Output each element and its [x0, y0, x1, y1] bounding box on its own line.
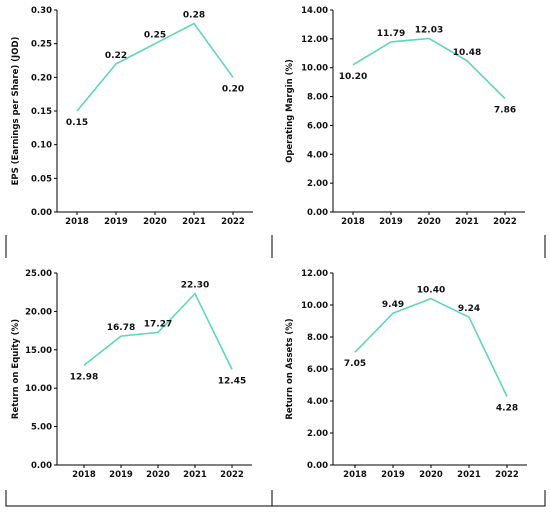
y-tick-label: 0.10: [31, 141, 52, 151]
y-tick-label: 20.00: [25, 307, 52, 317]
data-label: 17.27: [144, 319, 172, 329]
y-tick-label: 10.00: [301, 301, 328, 311]
y-tick-label: 0.25: [31, 40, 52, 50]
chart-2: 0.00 2.00 4.00 6.00 8.00 10.00 12.00 14.00 2018 2…: [285, 6, 525, 227]
y-tick-label: 15.00: [25, 346, 52, 356]
panel-frame-bottom-left: [5, 490, 273, 507]
data-label: 10.20: [339, 72, 367, 82]
y-axis-title: Return on Equity (%): [11, 319, 21, 419]
y-tick-label: 12.00: [301, 35, 328, 45]
data-label: 0.28: [183, 10, 205, 20]
data-label: 12.45: [218, 376, 246, 386]
data-label: 10.48: [453, 48, 481, 58]
series-line: [83, 292, 233, 370]
x-tick-label: 2020: [143, 217, 167, 227]
data-label: 16.78: [107, 323, 135, 333]
data-label: 7.86: [494, 106, 516, 116]
x-tick-label: 2019: [381, 470, 405, 480]
y-tick-label: 5.00: [31, 423, 52, 433]
y-tick-label: 6.00: [307, 121, 328, 131]
y-tick-label: 0.20: [31, 73, 52, 83]
x-tick-label: 2022: [495, 470, 519, 480]
data-label: 7.05: [344, 359, 366, 369]
chart-1: 0.00 0.05 0.10 0.15 0.20 0.25 0.30 2018 2019 2020…: [11, 6, 253, 227]
y-tick-label: 14.00: [301, 6, 328, 16]
data-label: 12.03: [415, 25, 443, 35]
x-tick-label: 2021: [182, 217, 206, 227]
series-line: [76, 22, 234, 112]
chart-3: 0.00 5.00 10.00 15.00 20.00 25.00 2018 2019 2020…: [11, 269, 252, 480]
x-tick-label: 2021: [457, 470, 481, 480]
chart-4: 0.00 2.00 4.00 6.00 8.00 10.00 12.00 2018 2019 20…: [285, 269, 527, 480]
y-tick-label: 12.00: [301, 269, 328, 279]
data-label: 11.79: [377, 29, 405, 39]
panel-borders: [5, 235, 546, 507]
x-tick-label: 2018: [341, 217, 365, 227]
x-tick-label: 2018: [72, 470, 96, 480]
y-tick-label: 10.00: [301, 64, 328, 74]
x-tick-label: 2020: [417, 217, 441, 227]
x-tick-label: 2022: [221, 217, 245, 227]
data-label: 0.15: [66, 118, 88, 128]
y-tick-label: 0.30: [31, 6, 52, 16]
data-label: 9.49: [382, 300, 404, 310]
data-label: 12.98: [70, 372, 98, 382]
y-tick-label: 0.00: [31, 208, 52, 218]
x-tick-label: 2019: [379, 217, 403, 227]
data-label: 9.24: [458, 304, 480, 314]
data-label: 22.30: [181, 281, 209, 291]
x-tick-label: 2020: [146, 470, 170, 480]
y-axis-title: Operating Margin (%): [285, 59, 295, 163]
y-tick-label: 0.15: [31, 107, 52, 117]
x-tick-label: 2019: [104, 217, 128, 227]
series-line: [354, 297, 508, 397]
y-tick-label: 6.00: [307, 365, 328, 375]
y-tick-label: 0.00: [307, 461, 328, 471]
y-tick-label: 4.00: [307, 150, 328, 160]
data-label: 0.25: [144, 31, 166, 41]
y-axis-title: EPS (Earnings per Share) (JOD): [11, 36, 21, 185]
x-tick-label: 2020: [419, 470, 443, 480]
y-tick-label: 2.00: [307, 429, 328, 439]
y-tick-label: 0.05: [31, 174, 52, 184]
x-tick-label: 2022: [493, 217, 517, 227]
x-tick-label: 2018: [343, 470, 367, 480]
data-label: 0.22: [105, 51, 127, 61]
y-tick-label: 8.00: [307, 93, 328, 103]
y-axis-title: Return on Assets (%): [285, 318, 295, 419]
x-tick-label: 2022: [220, 470, 244, 480]
data-label: 0.20: [222, 84, 244, 94]
y-tick-label: 0.00: [31, 461, 52, 471]
x-tick-label: 2021: [183, 470, 207, 480]
x-tick-label: 2018: [65, 217, 89, 227]
y-tick-label: 0.00: [307, 208, 328, 218]
x-tick-label: 2019: [109, 470, 133, 480]
y-tick-label: 25.00: [25, 269, 52, 279]
series-line: [352, 37, 506, 100]
y-tick-label: 2.00: [307, 179, 328, 189]
data-label: 10.40: [417, 286, 445, 296]
y-tick-label: 8.00: [307, 333, 328, 343]
y-tick-label: 4.00: [307, 397, 328, 407]
y-tick-label: 10.00: [25, 384, 52, 394]
data-label: 4.28: [496, 404, 518, 414]
x-tick-label: 2021: [455, 217, 479, 227]
panel-frame-bottom-right: [271, 490, 546, 507]
